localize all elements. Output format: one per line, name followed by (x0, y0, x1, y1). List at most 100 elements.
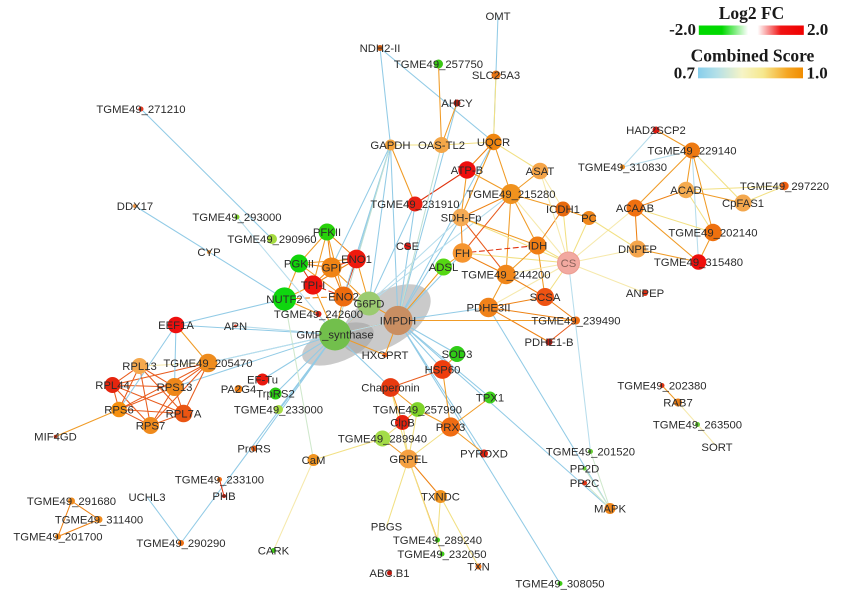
svg-text:PRX3: PRX3 (436, 422, 466, 434)
svg-text:TGME49_257750: TGME49_257750 (394, 59, 483, 71)
svg-text:CpFAS1: CpFAS1 (722, 198, 764, 210)
svg-text:GAPDH: GAPDH (370, 140, 410, 152)
svg-text:TGME49_233000: TGME49_233000 (234, 405, 323, 417)
svg-text:GRPEL: GRPEL (389, 454, 427, 466)
svg-text:PHB: PHB (212, 491, 235, 503)
svg-text:ACAD: ACAD (670, 185, 701, 197)
svg-text:TPI-I: TPI-I (301, 280, 325, 292)
svg-text:ClpB: ClpB (390, 418, 415, 430)
svg-text:RPL7A: RPL7A (166, 409, 202, 421)
svg-text:OAS-TL2: OAS-TL2 (418, 140, 465, 152)
svg-text:PBGS: PBGS (371, 522, 403, 534)
svg-text:TGME49_290960: TGME49_290960 (227, 234, 316, 246)
svg-text:ENO1: ENO1 (341, 254, 372, 266)
svg-text:EF-Tu: EF-Tu (247, 375, 278, 387)
svg-text:TGME49_293000: TGME49_293000 (192, 212, 281, 224)
svg-text:TGME49_229140: TGME49_229140 (647, 146, 736, 158)
svg-text:TGME49_202380: TGME49_202380 (617, 381, 706, 393)
svg-text:RPS6: RPS6 (104, 405, 134, 417)
svg-text:DNPEP: DNPEP (618, 244, 657, 256)
svg-text:UCHL3: UCHL3 (128, 492, 165, 504)
svg-text:TGME49_233100: TGME49_233100 (175, 475, 264, 487)
svg-text:ATP-B: ATP-B (451, 165, 483, 177)
svg-text:RPS13: RPS13 (157, 382, 193, 394)
svg-text:IDH: IDH (528, 241, 547, 253)
svg-text:TGME49_263500: TGME49_263500 (653, 420, 742, 432)
svg-text:CARK: CARK (258, 546, 290, 558)
svg-text:TGME49_310830: TGME49_310830 (578, 162, 667, 174)
svg-text:TGME49_205470: TGME49_205470 (163, 358, 252, 370)
svg-text:-2.0: -2.0 (669, 20, 696, 39)
svg-text:TGME49_215280: TGME49_215280 (466, 189, 555, 201)
svg-text:SLC25A3: SLC25A3 (472, 70, 520, 82)
svg-text:MAPK: MAPK (594, 504, 626, 516)
svg-text:PDHE1-B: PDHE1-B (525, 337, 574, 349)
svg-text:EEF1A: EEF1A (158, 320, 194, 332)
svg-text:1.0: 1.0 (807, 64, 828, 83)
svg-text:CSE: CSE (396, 241, 420, 253)
svg-text:RPS7: RPS7 (136, 421, 166, 433)
svg-text:SCSA: SCSA (530, 292, 561, 304)
svg-text:MIF4GD: MIF4GD (34, 432, 77, 444)
svg-text:ASAT: ASAT (526, 166, 555, 178)
svg-text:RPL44: RPL44 (95, 380, 130, 392)
svg-text:ACAAB: ACAAB (616, 203, 654, 215)
svg-text:TGME49_311400: TGME49_311400 (55, 515, 143, 527)
svg-text:PDHE3II: PDHE3II (467, 303, 511, 315)
svg-text:Combined Score: Combined Score (691, 46, 815, 66)
svg-text:TPX1: TPX1 (476, 393, 504, 405)
svg-text:IMPDH: IMPDH (380, 316, 416, 328)
svg-text:DDX17: DDX17 (117, 201, 153, 213)
svg-text:OMT: OMT (485, 11, 510, 23)
svg-text:SDH-Fp: SDH-Fp (441, 213, 482, 225)
svg-text:PC: PC (581, 213, 597, 225)
svg-text:GMP_synthase: GMP_synthase (296, 330, 373, 342)
svg-text:TGME49_257990: TGME49_257990 (373, 405, 462, 417)
svg-text:2.0: 2.0 (807, 20, 828, 39)
svg-text:ProRS: ProRS (237, 444, 271, 456)
svg-text:TGME49_297220: TGME49_297220 (740, 181, 829, 193)
svg-text:SOD3: SOD3 (442, 349, 473, 361)
svg-text:TGME49_290290: TGME49_290290 (136, 538, 225, 550)
svg-text:TGME49_232050: TGME49_232050 (397, 549, 486, 561)
svg-text:PP2D: PP2D (570, 464, 600, 476)
svg-text:TGME49_315480: TGME49_315480 (654, 257, 743, 269)
svg-text:ENO2: ENO2 (328, 292, 359, 304)
svg-text:HSP60: HSP60 (425, 365, 461, 377)
svg-text:TGME49_291680: TGME49_291680 (27, 496, 116, 508)
svg-text:ANPEP: ANPEP (626, 288, 664, 300)
svg-text:TGME49_308050: TGME49_308050 (515, 579, 604, 591)
svg-text:TGME49_202140: TGME49_202140 (668, 228, 757, 240)
svg-text:FH: FH (455, 248, 470, 260)
svg-text:Chaperonin: Chaperonin (361, 383, 419, 395)
svg-text:PGKII: PGKII (284, 259, 314, 271)
svg-text:NDH2-II: NDH2-II (360, 43, 401, 55)
svg-text:PFKII: PFKII (313, 227, 341, 239)
svg-text:PP2C: PP2C (570, 478, 600, 490)
svg-text:CaM: CaM (302, 455, 326, 467)
svg-text:TXN: TXN (467, 562, 490, 574)
svg-text:PYROXD: PYROXD (460, 449, 508, 461)
svg-text:HAD2SCP2: HAD2SCP2 (626, 125, 686, 137)
svg-text:TGME49_271210: TGME49_271210 (96, 104, 185, 116)
svg-text:TGME49_244200: TGME49_244200 (461, 270, 550, 282)
svg-text:TGME49_239490: TGME49_239490 (531, 316, 620, 328)
svg-text:Log2 FC: Log2 FC (719, 3, 785, 23)
svg-text:TGME49_201520: TGME49_201520 (546, 447, 635, 459)
svg-text:UQCR: UQCR (477, 137, 510, 149)
svg-text:TrpRS2: TrpRS2 (256, 389, 295, 401)
svg-text:CS: CS (561, 258, 577, 270)
svg-text:G6PD: G6PD (354, 299, 385, 311)
svg-text:TGME49_242600: TGME49_242600 (274, 309, 363, 321)
svg-text:PA2G4: PA2G4 (221, 384, 257, 396)
svg-text:TGME49_289240: TGME49_289240 (393, 535, 482, 547)
svg-text:GPI: GPI (322, 263, 341, 275)
svg-text:0.7: 0.7 (674, 64, 696, 83)
svg-text:RAB7: RAB7 (663, 398, 693, 410)
svg-text:TXNDC: TXNDC (421, 492, 460, 504)
svg-text:ABC.B1: ABC.B1 (369, 568, 409, 580)
svg-text:SORT: SORT (701, 442, 732, 454)
svg-text:NUTF2: NUTF2 (266, 294, 302, 306)
svg-text:ICDH1: ICDH1 (546, 204, 580, 216)
svg-text:APN: APN (224, 321, 247, 333)
